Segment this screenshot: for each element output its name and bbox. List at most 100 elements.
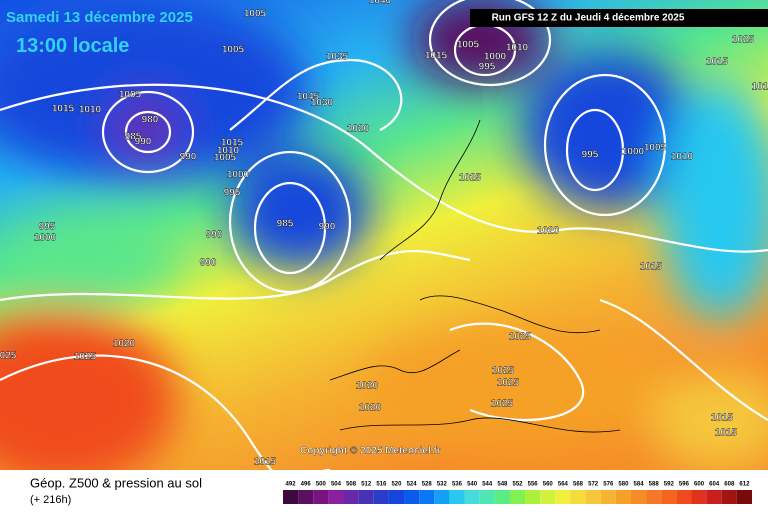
isobar-label: 1040 <box>369 0 392 7</box>
colorbar-swatch <box>479 490 495 504</box>
colorbar: 492 496 500 504 508 512 516 520 524 528 532 536 540 5… <box>283 482 752 504</box>
colorbar-swatch <box>555 490 571 504</box>
isobar-label: 990 <box>135 137 152 148</box>
colorbar-label: 556 <box>528 482 539 488</box>
isobar-label: 101 <box>752 82 768 93</box>
isobar-label: 1020 <box>356 381 379 392</box>
colorbar-label: 604 <box>709 482 720 488</box>
colorbar-swatch <box>358 490 374 504</box>
isobar-label: 1005 <box>119 90 142 101</box>
colorbar-swatch <box>404 490 420 504</box>
colorbar-swatch <box>388 490 405 504</box>
colorbar-label: 532 <box>437 482 448 488</box>
isobar-label: 1010 <box>217 146 240 157</box>
colorbar-label: 508 <box>346 482 357 488</box>
isobar-label: 1020 <box>537 226 560 237</box>
colorbar-swatch <box>585 490 601 504</box>
isobar-label: 1025 <box>492 366 515 377</box>
time: 13:00 locale <box>16 35 129 57</box>
colorbar-label: 516 <box>376 482 387 488</box>
colorbar-label: 540 <box>467 482 478 488</box>
colorbar-swatch <box>373 490 389 504</box>
isobar-label: 995 <box>582 150 599 161</box>
isobar-label: 990 <box>206 230 223 241</box>
isobar-label: 990 <box>319 222 336 233</box>
colorbar-swatch <box>343 490 359 504</box>
colorbar-label: 572 <box>588 482 599 488</box>
isobar-label: 1020 <box>113 339 136 350</box>
colorbar-label: 608 <box>724 482 735 488</box>
coastlines <box>329 119 621 433</box>
colorbar-swatch <box>721 490 737 504</box>
colorbar-swatch <box>706 490 722 504</box>
isobar-label: 1015 <box>711 413 734 424</box>
colorbar-swatch <box>419 490 435 504</box>
colorbar-label: 512 <box>361 482 372 488</box>
isobar-label: 1005 <box>214 153 237 164</box>
colorbar-label: 548 <box>497 482 508 488</box>
isobar-label: 1000 <box>484 52 507 63</box>
colorbar-swatch <box>434 490 450 504</box>
isobar-label: 1005 <box>457 40 480 51</box>
isobar-label: 1010 <box>79 105 102 116</box>
colorbar-label: 520 <box>391 482 402 488</box>
run-banner <box>470 9 768 27</box>
colorbar-label: 612 <box>739 482 750 488</box>
isobar-label: 1025 <box>459 173 482 184</box>
isobar-label: 990 <box>200 258 217 269</box>
isobar-label: 1045 <box>297 92 320 103</box>
footer-subtitle: (+ 216h) <box>30 494 71 506</box>
isobar-label: 985 <box>125 132 142 143</box>
colorbar-label: 596 <box>679 482 690 488</box>
colorbar-label: 500 <box>316 482 327 488</box>
isobar-label: 1000 <box>622 147 645 158</box>
colorbar-label: 600 <box>694 482 705 488</box>
colorbar-swatch <box>449 490 465 504</box>
isobar-label: 1030 <box>311 98 334 109</box>
isobar-label: 1025 <box>732 35 755 46</box>
isobar-label: 1035 <box>326 52 349 63</box>
colorbar-swatch <box>328 490 344 504</box>
colorbar-label: 496 <box>301 482 312 488</box>
isobar-label: 1015 <box>706 57 729 68</box>
isobar-label: 1025 <box>509 332 532 343</box>
colorbar-label: 492 <box>286 482 297 488</box>
isobar-label: 1015 <box>52 104 75 115</box>
isobar-labels: 1005104010051015100510009951010103510451… <box>0 0 768 468</box>
colorbar-swatch <box>464 490 480 504</box>
colorbar-label: 592 <box>664 482 675 488</box>
colorbar-label: 580 <box>618 482 629 488</box>
colorbar-swatch <box>676 490 692 504</box>
isobar-label: 995 <box>479 62 496 73</box>
colorbar-swatch <box>509 490 526 504</box>
isobar-label: 1025 <box>491 399 514 410</box>
run-info: Run GFS 12 Z du Jeudi 4 décembre 2025 <box>492 13 685 24</box>
colorbar-swatch <box>570 490 586 504</box>
colorbar-swatch <box>630 490 647 504</box>
isobar-label: 1005 <box>244 9 267 20</box>
colorbar-swatch <box>540 490 556 504</box>
date: Samedi 13 décembre 2025 <box>6 9 193 26</box>
isobar-label: 990 <box>180 152 197 163</box>
isobar-label: 1000 <box>227 170 250 181</box>
colorbar-label: 528 <box>422 482 433 488</box>
colorbar-label: 564 <box>558 482 569 488</box>
colorbar-swatch <box>600 490 616 504</box>
copyright: Copyright © 2025 Meteociel.fr <box>300 446 441 457</box>
isobar-label: 1005 <box>644 143 667 154</box>
colorbar-label: 504 <box>331 482 342 488</box>
colorbar-label: 544 <box>482 482 493 488</box>
footer-title: Géop. Z500 & pression au sol <box>30 475 202 490</box>
isobar-label: 1005 <box>222 45 245 56</box>
colorbar-label: 536 <box>452 482 463 488</box>
colorbar-label: 588 <box>649 482 660 488</box>
isobar-label: 1020 <box>359 403 382 414</box>
isobar-label: 1010 <box>506 43 529 54</box>
isobar-label: 1025 <box>497 378 520 389</box>
isobar-label: 1000 <box>34 233 57 244</box>
colorbar-label: 552 <box>512 482 523 488</box>
colorbar-swatch <box>298 490 314 504</box>
isobar-label: 1015 <box>221 138 244 149</box>
colorbar-swatch <box>691 490 707 504</box>
